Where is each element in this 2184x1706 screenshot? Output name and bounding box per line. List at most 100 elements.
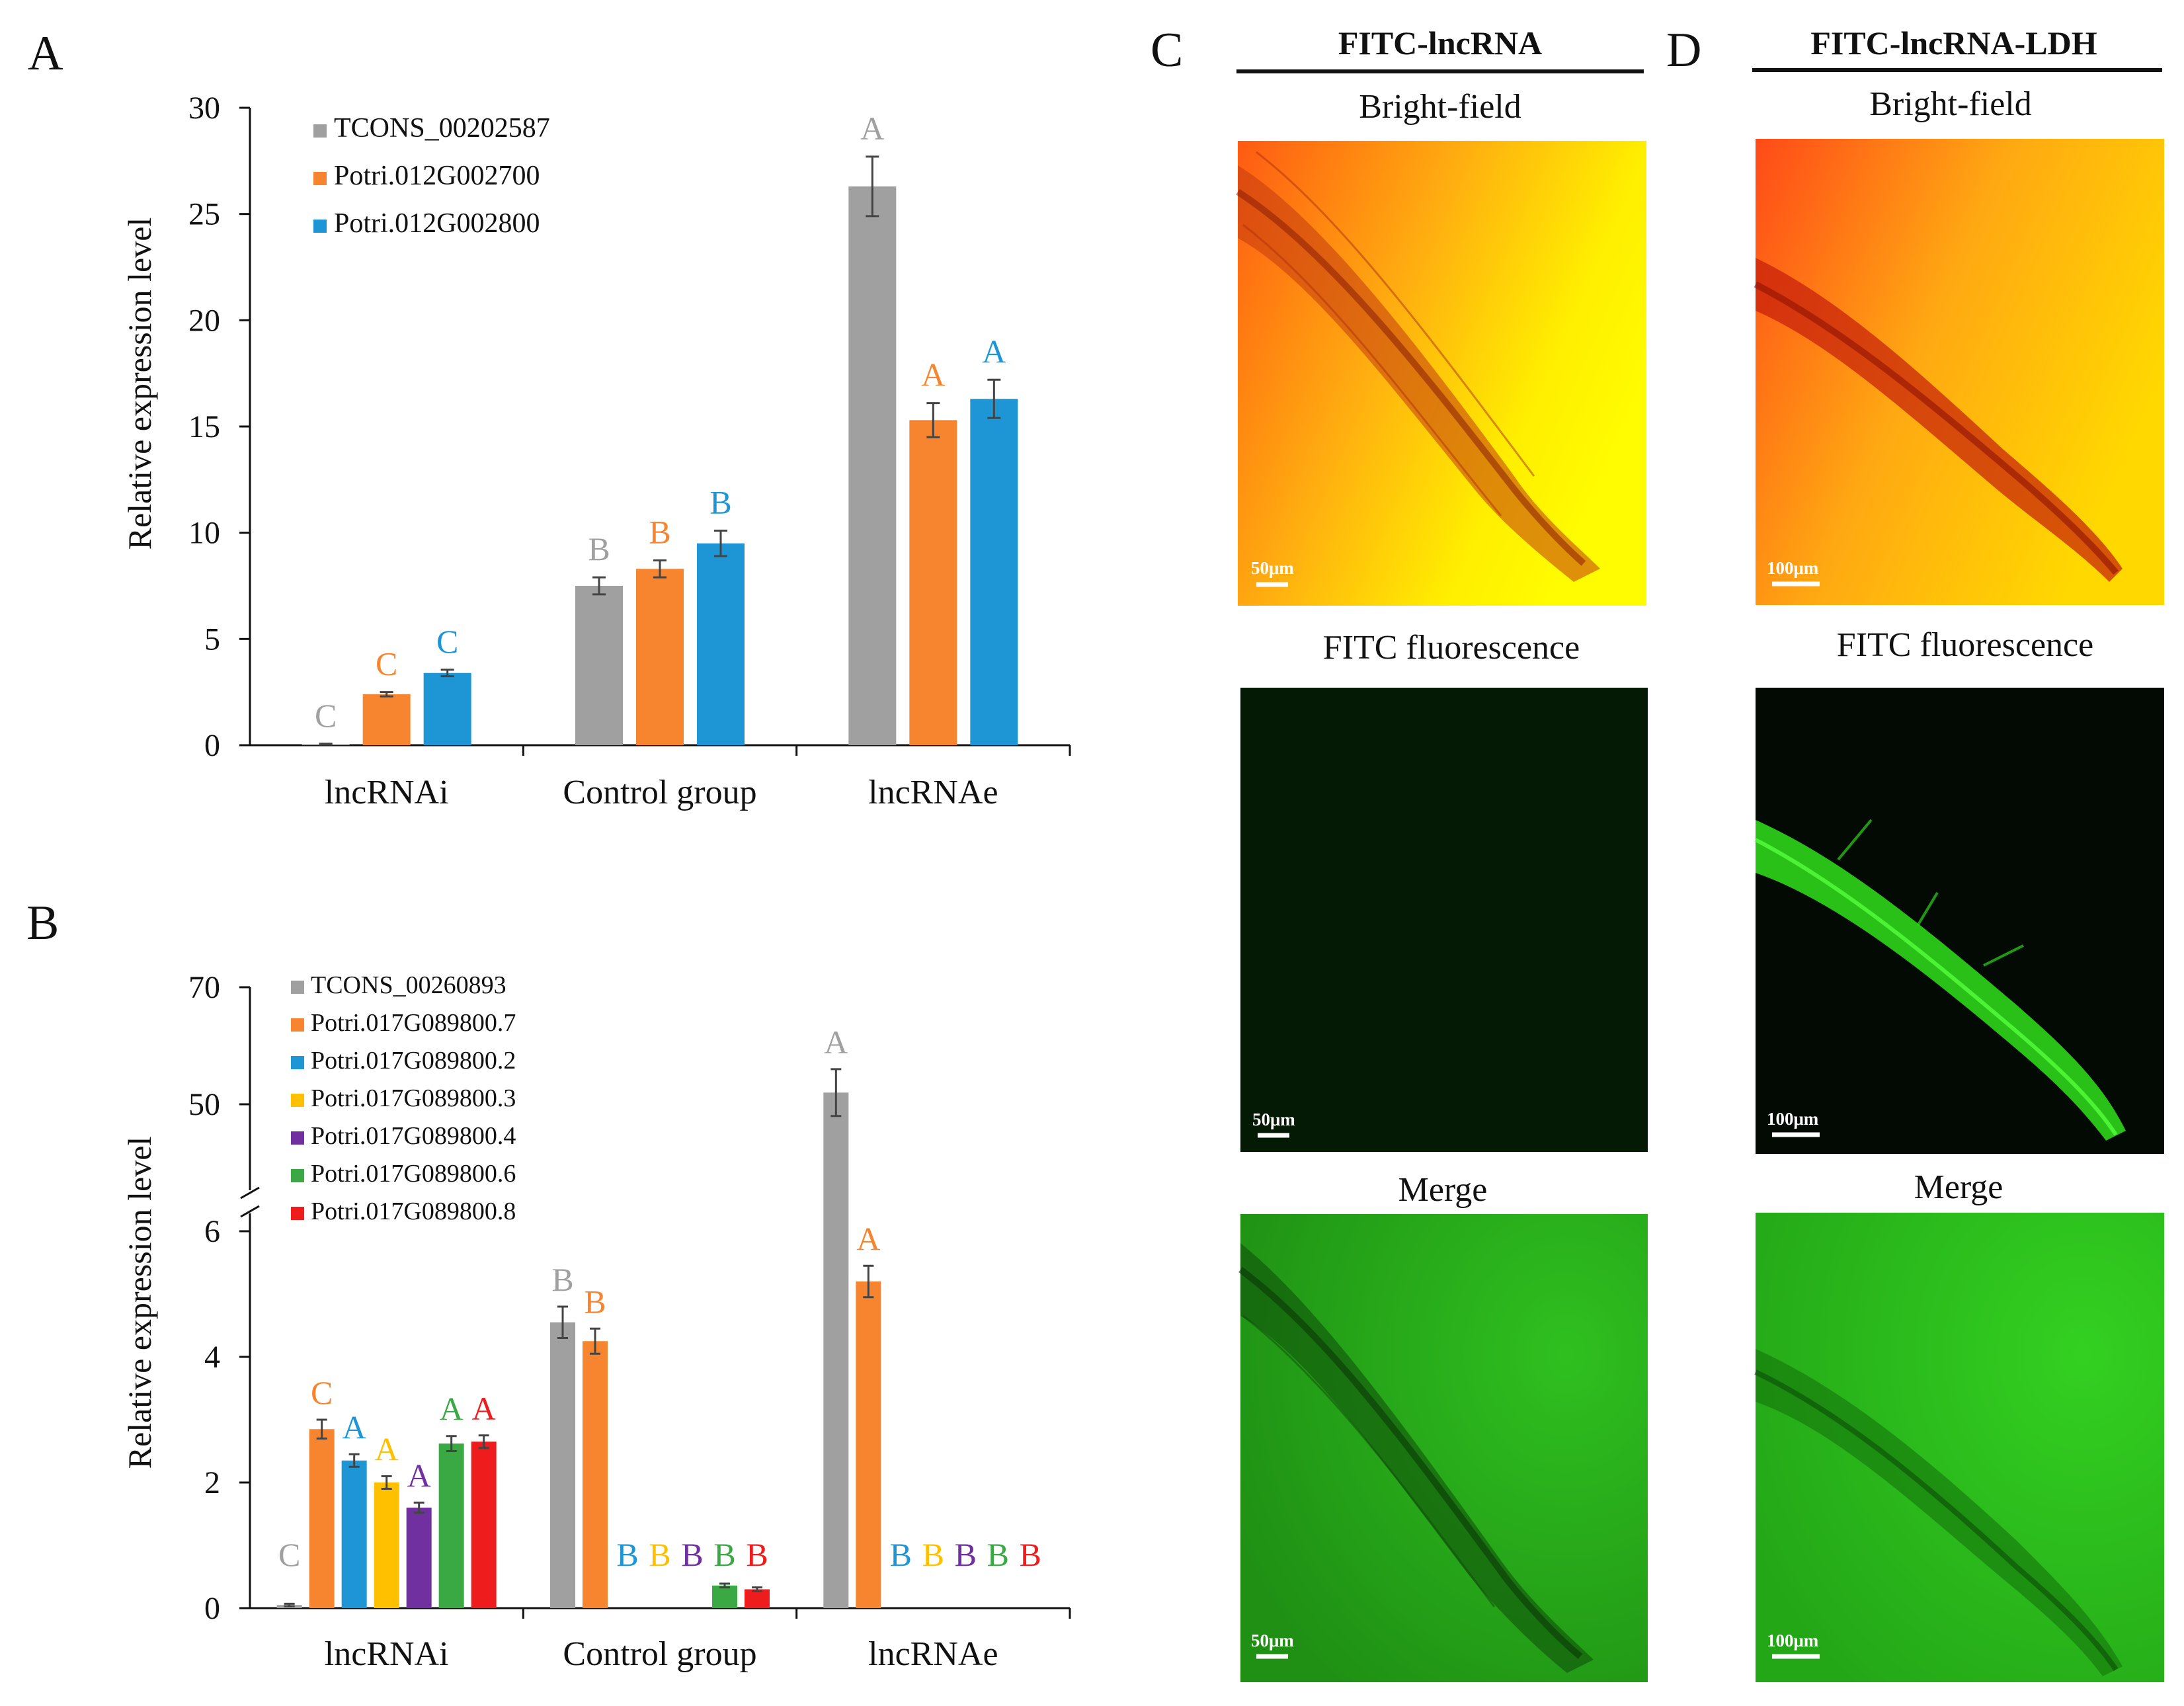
panel-d-title: FITC-lncRNA-LDH xyxy=(1810,24,2097,61)
panel-label-a: A xyxy=(28,26,63,81)
chart-a-significance-letter: A xyxy=(982,333,1006,370)
panel-d-fluorescence-image: 100μm xyxy=(1754,688,2164,1154)
chart-b-significance-letter: C xyxy=(278,1536,300,1573)
chart-b-bar xyxy=(471,1442,497,1608)
chart-b-category-label: Control group xyxy=(563,1635,756,1673)
chart-a-bar xyxy=(970,399,1018,745)
panel-label-d: D xyxy=(1666,23,1701,77)
chart-b-significance-letter: A xyxy=(440,1391,464,1428)
panel-c-brightfield-image: 50μm xyxy=(1236,141,1646,606)
chart-b-bar xyxy=(438,1443,464,1608)
chart-b-significance-letter: B xyxy=(746,1536,768,1573)
chart-b: Relative expression level 0 2 4 6 50 70 lncRNA… xyxy=(121,970,1071,1673)
panel-d-brightfield-image: 100μm xyxy=(1754,139,2164,605)
chart-a-bar xyxy=(697,543,745,745)
chart-a-significance-letter: B xyxy=(588,530,610,567)
chart-b-significance-letter: B xyxy=(922,1536,944,1573)
chart-a-significance-letter: A xyxy=(860,110,884,147)
chart-b-significance-letter: B xyxy=(681,1536,703,1573)
chart-b-significance-letter: B xyxy=(987,1536,1009,1573)
chart-b-ytick-label: 4 xyxy=(204,1340,220,1375)
panel-d-merge-label: Merge xyxy=(1914,1168,2003,1206)
chart-a-legend-swatch xyxy=(313,220,327,233)
chart-b-bar xyxy=(745,1589,770,1608)
chart-a-category-label: Control group xyxy=(563,774,756,811)
panel-d-merge-scalebar: 100μm xyxy=(1767,1631,1819,1650)
chart-a-legend: TCONS_00202587 Potri.012G002700 Potri.012G… xyxy=(313,113,550,239)
chart-a-bar xyxy=(362,694,411,745)
chart-a-ylabel: Relative expression level xyxy=(121,218,158,550)
chart-b-axis-break-mark xyxy=(240,1205,260,1218)
chart-a-axes: 0 5 10 15 20 25 30 lncRNAi Control group lncRNAe xyxy=(188,91,1071,811)
chart-b-significance-letter: B xyxy=(955,1536,977,1573)
panel-d-merge-image: 100μm xyxy=(1754,1213,2164,1682)
chart-b-bar xyxy=(856,1281,881,1608)
chart-b-significance-letter: C xyxy=(311,1374,333,1411)
chart-a-significance-letter: C xyxy=(315,697,337,734)
chart-b-legend-label: Potri.017G089800.4 xyxy=(311,1122,516,1150)
chart-a-legend-swatch xyxy=(313,172,327,185)
chart-a-significance-letter: C xyxy=(436,623,458,660)
chart-b-significance-letter: B xyxy=(616,1536,638,1573)
chart-b-category-label: lncRNAi xyxy=(325,1635,449,1673)
chart-b-axis-break-mark xyxy=(240,1186,260,1199)
chart-b-bar xyxy=(583,1341,608,1608)
chart-a-ytick-label: 0 xyxy=(204,728,220,763)
panel-c-merge-scalebar: 50μm xyxy=(1251,1631,1294,1650)
chart-b-significance-letter: B xyxy=(890,1536,912,1573)
chart-a-ytick-label: 25 xyxy=(188,197,220,232)
chart-a-category-label: lncRNAi xyxy=(325,774,449,811)
chart-b-significance-letter: A xyxy=(472,1390,496,1427)
panel-c-fluorescence-label: FITC fluorescence xyxy=(1323,629,1580,667)
chart-a-legend-label: Potri.012G002700 xyxy=(334,161,540,191)
chart-b-significance-letter: A xyxy=(856,1220,880,1257)
chart-b-significance-letter: A xyxy=(375,1431,399,1468)
chart-a-significance-letter: B xyxy=(709,483,731,520)
chart-a-bar xyxy=(909,420,957,745)
panel-d-brightfield-scalebar: 100μm xyxy=(1767,558,1819,578)
chart-a-bars: C B A C B A C B A xyxy=(302,110,1018,746)
chart-a-ytick-label: 30 xyxy=(188,91,220,126)
chart-b-legend-swatch xyxy=(291,1207,304,1220)
chart-b-ytick-label: 0 xyxy=(204,1591,220,1626)
chart-a-bar xyxy=(636,569,684,745)
chart-a-significance-letter: A xyxy=(921,356,945,393)
chart-b-legend-label: Potri.017G089800.2 xyxy=(311,1047,516,1075)
panel-c-fluorescence-image: 50μm xyxy=(1240,688,1648,1152)
chart-b-bar xyxy=(823,1092,849,1608)
chart-b-ytick-label: 2 xyxy=(204,1465,220,1500)
chart-b-legend: TCONS_00260893 Potri.017G089800.7 Potri.01… xyxy=(291,971,516,1225)
chart-b-bar xyxy=(309,1429,335,1608)
chart-b-significance-letter: B xyxy=(1020,1536,1041,1573)
chart-a-ytick-label: 20 xyxy=(188,303,220,338)
chart-b-significance-letter: A xyxy=(343,1408,366,1445)
chart-b-ylabel: Relative expression level xyxy=(121,1137,158,1469)
chart-b-bar xyxy=(374,1483,399,1608)
chart-b-significance-letter: B xyxy=(584,1283,606,1320)
chart-b-bar xyxy=(341,1460,367,1608)
chart-b-bar xyxy=(550,1322,575,1608)
chart-b-bar xyxy=(406,1508,432,1608)
chart-b-legend-swatch xyxy=(291,981,304,994)
chart-b-legend-label: Potri.017G089800.8 xyxy=(311,1198,516,1225)
chart-a-bar xyxy=(848,186,897,746)
chart-b-legend-swatch xyxy=(291,1018,304,1032)
chart-b-legend-swatch xyxy=(291,1056,304,1069)
chart-a-legend-label: Potri.012G002800 xyxy=(334,208,540,239)
chart-b-legend-label: TCONS_00260893 xyxy=(311,971,506,999)
panel-c-merge-image: 50μm xyxy=(1238,1214,1648,1682)
chart-b-ytick-label: 6 xyxy=(204,1214,220,1249)
chart-b-category-label: lncRNAe xyxy=(868,1635,998,1673)
chart-a: Relative expression level 0 5 10 15 20 25 30 ln… xyxy=(121,91,1071,811)
chart-b-legend-swatch xyxy=(291,1131,304,1145)
panel-c-merge-label: Merge xyxy=(1398,1171,1488,1209)
chart-a-bar xyxy=(423,672,471,745)
chart-b-significance-letter: A xyxy=(824,1024,848,1061)
chart-b-ytick-label: 70 xyxy=(188,970,220,1005)
chart-a-category-label: lncRNAe xyxy=(868,774,998,811)
chart-a-bar xyxy=(575,586,623,745)
chart-a-legend-label: TCONS_00202587 xyxy=(334,113,550,143)
micrograph-panel-d: FITC-lncRNA-LDH Bright-field 100μm FITC … xyxy=(1752,24,2164,1682)
chart-b-bar xyxy=(712,1585,737,1608)
